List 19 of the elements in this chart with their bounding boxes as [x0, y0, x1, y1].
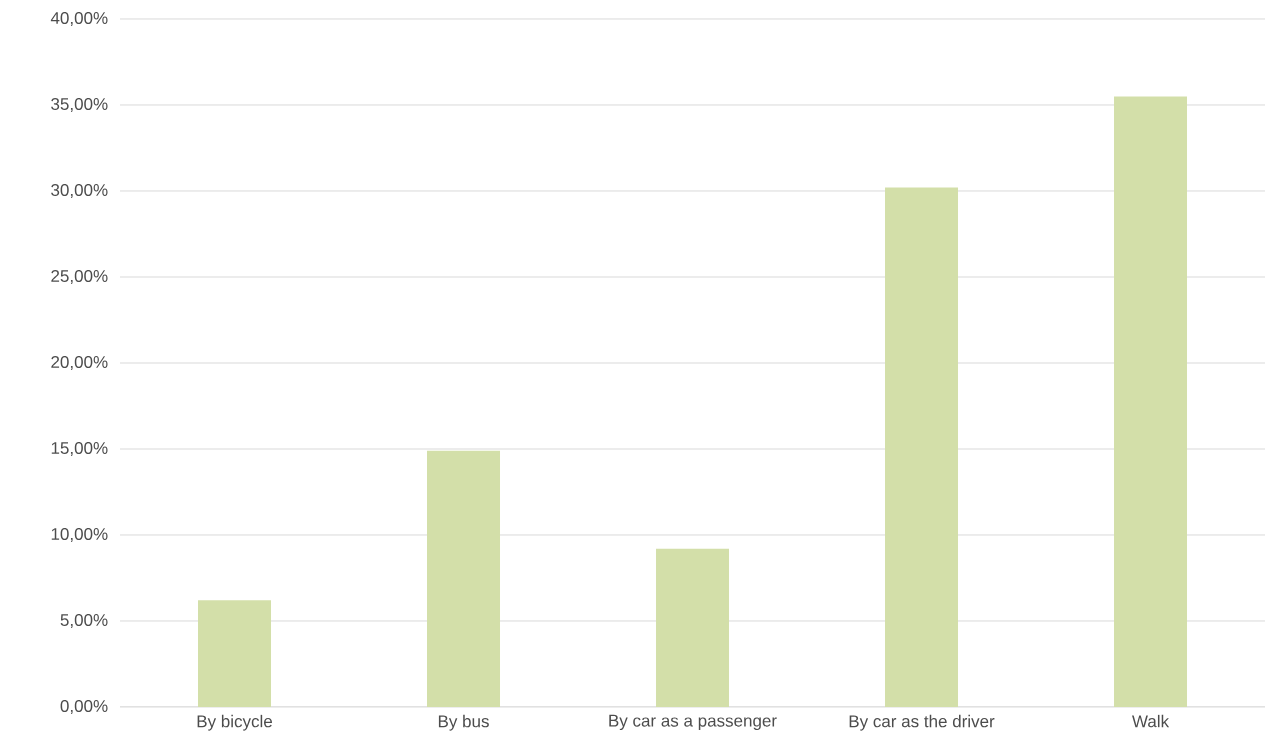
- y-tick-label: 20,00%: [51, 355, 108, 370]
- y-tick-label: 25,00%: [51, 269, 108, 284]
- x-tick-label: Walk: [1132, 714, 1170, 728]
- y-tick-label: 5,00%: [60, 613, 108, 628]
- bar: [198, 600, 272, 707]
- bar: [885, 187, 959, 707]
- x-tick-label: By bus: [438, 714, 489, 731]
- y-tick-label: 15,00%: [51, 441, 108, 456]
- y-tick-label: 35,00%: [51, 97, 108, 112]
- bar: [427, 450, 501, 707]
- y-tick-label: 10,00%: [51, 527, 108, 542]
- x-tick-label: By bicycle: [197, 714, 272, 731]
- y-tick-label: 0,00%: [60, 699, 108, 714]
- bar: [1114, 96, 1188, 707]
- y-tick-label: 30,00%: [51, 183, 108, 198]
- x-tick-label: By car as the driver: [849, 714, 995, 731]
- bar: [656, 548, 730, 707]
- x-tick-label: By car as a passenger: [609, 714, 777, 731]
- y-tick-label: 40,00%: [50, 11, 108, 26]
